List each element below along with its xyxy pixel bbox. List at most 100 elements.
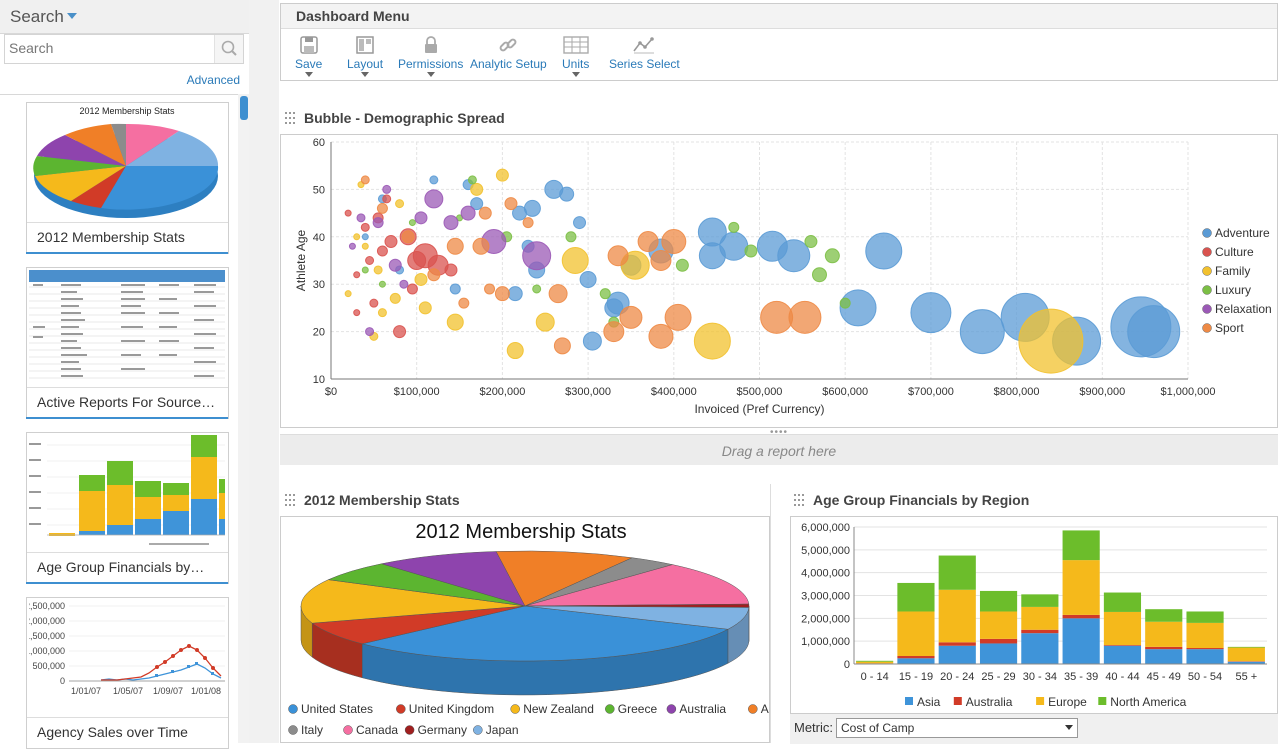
advanced-search-link[interactable]: Advanced [187,73,240,87]
metric-select-value: Cost of Camp [841,721,914,735]
bubble-point [445,264,457,276]
bar-segment [1145,647,1182,649]
sidebar-scroll-thumb[interactable] [240,96,248,120]
bubble-point [698,218,726,246]
bubble-point [354,234,360,240]
bubble-point [425,190,443,208]
bubble-point [523,242,551,270]
bubble-point [390,293,400,303]
report-card-age-group[interactable]: Age Group Financials by… [26,432,229,584]
x-tick-label: 45 - 49 [1147,671,1181,683]
drop-zone-text: Drag a report here [280,443,1278,459]
report-card-title: Age Group Financials by… [37,559,222,575]
x-tick-label: $700,000 [908,386,954,398]
legend-marker [1203,229,1212,238]
bubble-point [574,217,586,229]
chevron-down-icon [427,72,435,77]
report-list: 2012 Membership Stats 2012 Membership St… [0,94,238,744]
bar-segment [939,556,976,590]
search-input[interactable] [5,35,209,61]
bubble-point [468,176,476,184]
drag-handle-icon[interactable] [285,112,295,124]
x-tick-label: $600,000 [822,386,868,398]
y-tick-label: 60 [313,137,325,149]
drag-handle-icon[interactable] [794,494,804,506]
analytic-setup-button[interactable]: Analytic Setup [470,35,547,71]
grid-icon [563,35,589,55]
bubble-point [400,280,408,288]
bubble-point [761,301,793,333]
sidebar-header[interactable]: Search [0,0,249,34]
legend-label: Family [1215,264,1250,278]
save-button[interactable]: Save [295,35,322,77]
bubble-point [345,291,351,297]
x-tick-label: 25 - 29 [981,671,1015,683]
bubble-point [461,206,475,220]
report-card-active-reports[interactable]: Active Reports For Source… [26,267,229,419]
series-select-button[interactable]: Series Select [609,35,680,71]
legend-label: Japan [486,723,519,737]
bar-segment [1021,630,1058,633]
y-tick-label: 4,000,000 [801,568,850,580]
bubble-point [745,245,757,257]
legend-label: Greece [618,702,658,716]
bubble-point [651,251,671,271]
bubble-point [825,249,839,263]
bubble-point [694,323,730,359]
bubble-point [554,338,570,354]
bubble-point [447,314,463,330]
permissions-button[interactable]: Permissions [398,35,463,77]
bubble-point [389,259,401,271]
bubble-point [600,289,610,299]
legend-marker [473,726,482,735]
search-icon[interactable] [214,35,243,63]
metric-select[interactable]: Cost of Camp [836,718,1078,738]
bubble-point [523,218,533,228]
svg-text:1,000,000: 1,000,000 [29,646,65,656]
dashboard-menu-header: Dashboard Menu [281,4,1277,29]
layout-icon [355,35,375,55]
legend-label: Culture [1215,245,1254,259]
svg-text:2,500,000: 2,500,000 [29,601,65,611]
bubble-point [396,200,404,208]
legend-label: Australia [679,702,726,716]
bubble-point [840,298,850,308]
legend-label: Italy [301,723,323,737]
series-icon [632,35,656,55]
legend-label: Australia [966,695,1013,709]
bar-segment [980,591,1017,612]
legend-label: New Zealand [523,702,594,716]
y-tick-label: 40 [313,232,325,244]
bubble-point [505,198,517,210]
svg-text:1/05/07: 1/05/07 [113,686,143,696]
report-card-membership[interactable]: 2012 Membership Stats 2012 Membership St… [26,102,229,254]
legend-label: Austria [761,702,769,716]
sidebar-title[interactable]: Search [10,7,64,27]
bubble-point [495,287,509,301]
bubble-point [409,220,415,226]
bubble-point [665,304,691,330]
x-tick-label: $100,000 [394,386,440,398]
sidebar-scrollbar[interactable] [238,94,249,743]
drag-handle-icon[interactable] [285,494,295,506]
units-button[interactable]: Units [562,35,589,77]
drop-zone[interactable]: Drag a report here [280,434,1278,465]
layout-button[interactable]: Layout [347,35,383,77]
bar-segment [980,643,1017,664]
bar-segment [1104,612,1141,645]
chevron-down-icon[interactable] [67,13,77,19]
y-tick-label: 6,000,000 [801,522,850,534]
bar-segment [897,656,934,658]
bubble-point [676,259,688,271]
legend-marker [1203,248,1212,257]
bubble-point [789,301,821,333]
bubble-point [545,180,563,198]
bubble-point [377,203,387,213]
bar-segment [1186,611,1223,622]
bar-segment [1104,593,1141,612]
bubble-point [362,243,368,249]
splitter[interactable] [249,0,279,743]
